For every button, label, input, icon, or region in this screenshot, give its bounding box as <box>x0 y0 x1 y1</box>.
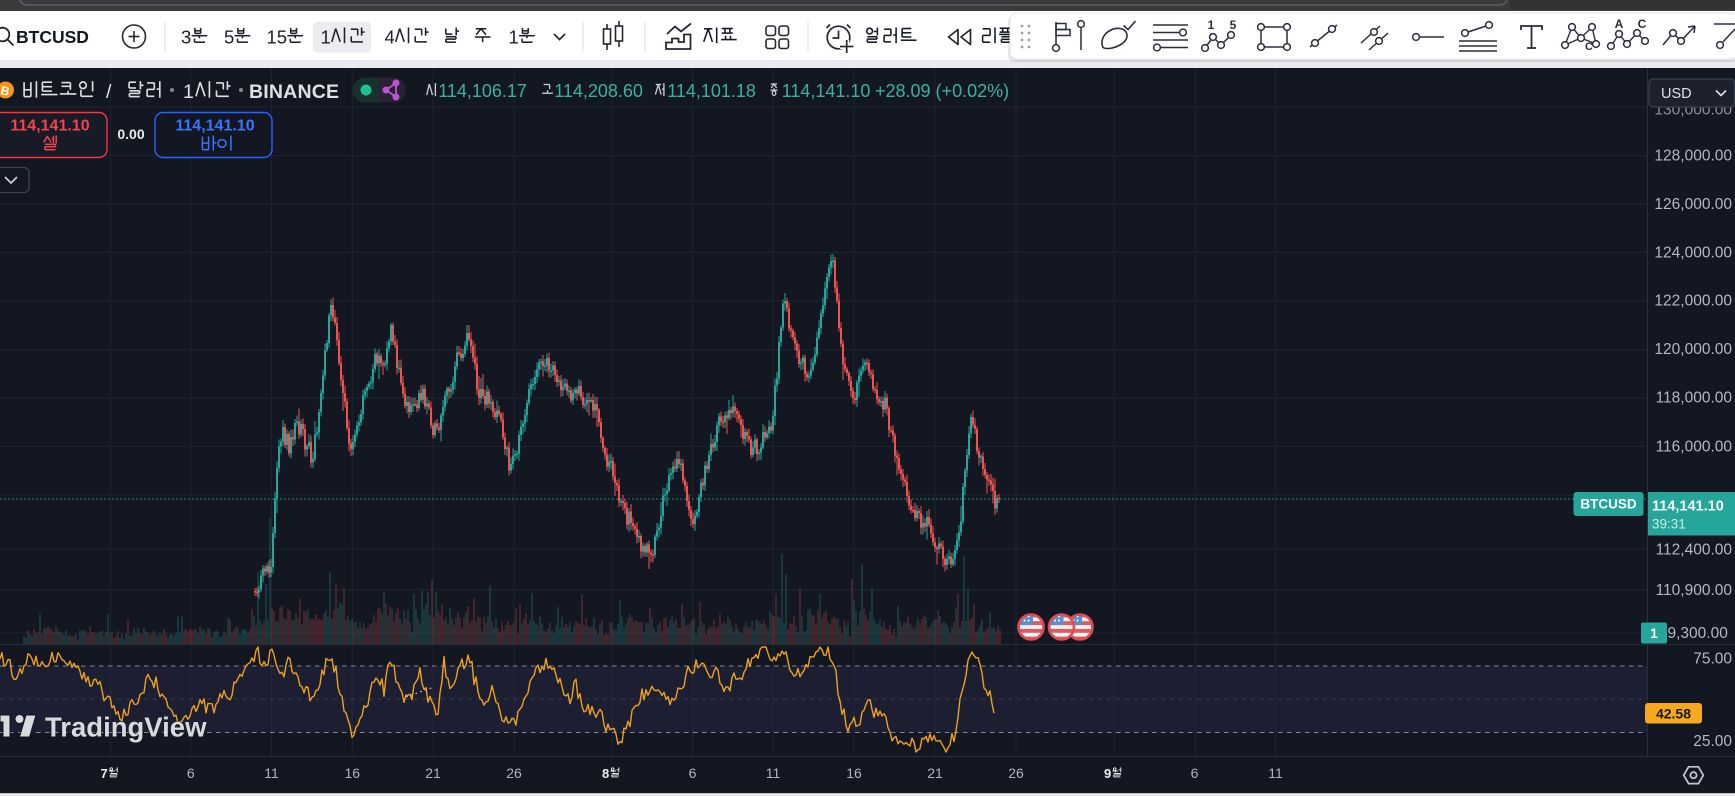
svg-text:114,106.17: 114,106.17 <box>438 81 527 101</box>
svg-text:+28.09 (+0.02%): +28.09 (+0.02%) <box>875 81 1009 101</box>
svg-text:126,000.00: 126,000.00 <box>1654 196 1732 213</box>
svg-text:C: C <box>1585 41 1593 53</box>
svg-text:122,000.00: 122,000.00 <box>1654 292 1732 309</box>
svg-text:26: 26 <box>1008 765 1024 781</box>
svg-text:114,141.10: 114,141.10 <box>782 81 871 101</box>
svg-text:5: 5 <box>1230 18 1237 32</box>
svg-text:TradingView: TradingView <box>45 712 207 743</box>
svg-text:39:31: 39:31 <box>1652 517 1686 532</box>
svg-text:11: 11 <box>1268 765 1283 781</box>
svg-text:42.58: 42.58 <box>1656 706 1691 722</box>
svg-text:114,208.60: 114,208.60 <box>554 81 643 101</box>
svg-text:21: 21 <box>927 765 943 781</box>
svg-text:7: 7 <box>101 766 108 781</box>
svg-text:128,000.00: 128,000.00 <box>1654 147 1732 164</box>
svg-text:0.00: 0.00 <box>117 126 144 142</box>
svg-text:5: 5 <box>224 27 234 48</box>
svg-text:15: 15 <box>267 27 288 48</box>
svg-text:118,000.00: 118,000.00 <box>1656 389 1733 406</box>
svg-text:114,141.10: 114,141.10 <box>175 118 254 135</box>
svg-text:116,000.00: 116,000.00 <box>1656 438 1733 455</box>
svg-text:114,141.10: 114,141.10 <box>1652 499 1724 515</box>
svg-text:114,101.18: 114,101.18 <box>667 81 756 101</box>
svg-text:1: 1 <box>321 27 331 48</box>
svg-text:3: 3 <box>181 27 191 48</box>
svg-text:16: 16 <box>846 765 862 781</box>
svg-text:26: 26 <box>506 765 522 781</box>
svg-text:1: 1 <box>509 27 519 48</box>
svg-text:BTCUSD: BTCUSD <box>16 27 89 47</box>
svg-text:6: 6 <box>187 765 195 781</box>
svg-text:114,141.10: 114,141.10 <box>10 118 89 135</box>
svg-text:110,900.00: 110,900.00 <box>1656 582 1733 599</box>
svg-text:1: 1 <box>1208 18 1215 32</box>
svg-text:9: 9 <box>1104 766 1111 781</box>
svg-text:120,000.00: 120,000.00 <box>1654 341 1732 358</box>
svg-text:A: A <box>1615 17 1624 31</box>
svg-text:112,400.00: 112,400.00 <box>1656 541 1733 558</box>
svg-text:11: 11 <box>264 765 279 781</box>
svg-text:B: B <box>0 83 11 99</box>
svg-text:BINANCE: BINANCE <box>249 81 339 103</box>
svg-text:/: / <box>106 81 112 103</box>
svg-text:1: 1 <box>183 81 194 103</box>
svg-text:4: 4 <box>385 27 395 48</box>
svg-text:9,300.00: 9,300.00 <box>1668 625 1729 642</box>
svg-text:1: 1 <box>1650 626 1658 641</box>
svg-text:75.00: 75.00 <box>1693 650 1732 667</box>
svg-text:124,000.00: 124,000.00 <box>1654 244 1732 261</box>
svg-text:USD: USD <box>1661 86 1692 102</box>
svg-text:11: 11 <box>766 765 781 781</box>
svg-text:21: 21 <box>425 765 441 781</box>
svg-text:C: C <box>1638 17 1647 31</box>
svg-text:6: 6 <box>689 765 697 781</box>
svg-text:6: 6 <box>1191 765 1199 781</box>
svg-text:8: 8 <box>602 766 609 781</box>
svg-text:BTCUSD: BTCUSD <box>1580 497 1636 512</box>
svg-text:25.00: 25.00 <box>1693 733 1732 750</box>
svg-text:16: 16 <box>345 765 361 781</box>
